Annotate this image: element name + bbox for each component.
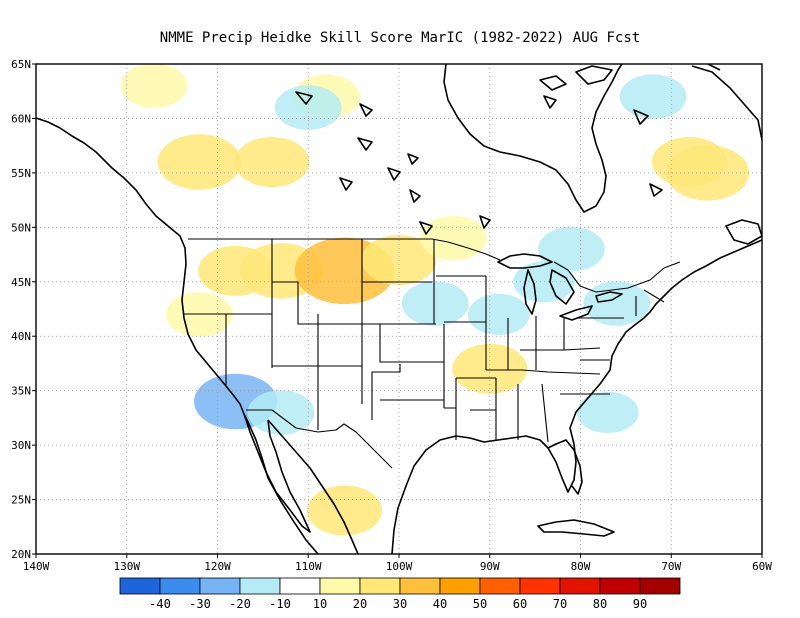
colorbar-swatch	[239, 577, 281, 595]
lon-tick-label: 140W	[23, 560, 50, 573]
colorbar-label: 60	[513, 597, 527, 611]
field-patch-20	[538, 226, 605, 272]
lat-tick-label: 25N	[11, 494, 31, 507]
colorbar-label: 70	[553, 597, 567, 611]
colorbar-label: 10	[313, 597, 327, 611]
lake-superior	[497, 253, 553, 269]
us-canada-border	[188, 238, 501, 261]
colorbar-swatch	[119, 577, 161, 595]
colorbar-swatch	[639, 577, 681, 595]
field-patch-17	[247, 390, 315, 435]
field-patch-11	[307, 485, 383, 536]
field-patch-23	[576, 391, 639, 434]
map-title: NMME Precip Heidke Skill Score MarIC (19…	[160, 30, 640, 46]
colorbar-label: 90	[633, 597, 647, 611]
colorbar-swatch	[559, 577, 601, 595]
cuba-coastline	[537, 519, 615, 537]
colorbar-label: -10	[269, 597, 291, 611]
state-lines-east	[436, 275, 665, 443]
field-patch-14	[619, 74, 687, 119]
colorbar-swatch	[399, 577, 441, 595]
colorbar-label: 30	[393, 597, 407, 611]
atlantic-coastline	[625, 239, 762, 333]
lat-tick-label: 40N	[11, 330, 31, 343]
lon-tick-label: 60W	[752, 560, 772, 573]
colorbar-label: 40	[433, 597, 447, 611]
lat-tick-label: 30N	[11, 439, 31, 452]
mexico-west-coastline	[267, 419, 359, 554]
lake-huron	[549, 269, 575, 305]
us-mexico-border	[246, 409, 393, 469]
field-patch-19	[583, 281, 651, 326]
lat-tick-label: 20N	[11, 548, 31, 561]
lon-tick-label: 110W	[295, 560, 322, 573]
colorbar-label: -20	[229, 597, 251, 611]
colorbar-swatch	[479, 577, 521, 595]
colorbar: -40 -30 -20 -10 10 20 30 40 50 60 70 80 90	[119, 577, 681, 611]
state-lines-west	[184, 239, 445, 430]
colorbar-swatch	[519, 577, 561, 595]
colorbar-swatch	[159, 577, 201, 595]
lat-tick-label: 60N	[11, 112, 31, 125]
lon-tick-label: 90W	[480, 560, 500, 573]
lake-erie	[559, 305, 593, 321]
lat-tick-label: 45N	[11, 276, 31, 289]
field-patch-0	[157, 134, 241, 190]
lake-ontario	[595, 291, 623, 303]
colorbar-label: 50	[473, 597, 487, 611]
longitude-ticks: 140W 130W 120W 110W 100W 90W 80W 70W 60W	[23, 554, 772, 573]
field-patch-1	[234, 137, 310, 187]
colorbar-swatch	[359, 577, 401, 595]
skill-score-field	[120, 64, 750, 536]
arctic-islands	[539, 64, 762, 141]
colorbar-label: -30	[189, 597, 211, 611]
newfoundland-coastline	[725, 219, 762, 245]
lat-tick-label: 55N	[11, 167, 31, 180]
colorbar-swatch	[319, 577, 361, 595]
lat-tick-label: 65N	[11, 58, 31, 71]
field-patch-7	[420, 215, 487, 261]
field-patch-15	[274, 85, 342, 130]
map-boundaries	[36, 64, 762, 554]
colorbar-swatch	[279, 577, 321, 595]
canadian-lakes	[295, 91, 663, 235]
us-canada-border-east	[553, 261, 681, 293]
colorbar-label: 20	[353, 597, 367, 611]
colorbar-swatch	[439, 577, 481, 595]
lake-michigan	[523, 269, 537, 315]
lat-tick-label: 50N	[11, 221, 31, 234]
lon-tick-label: 70W	[661, 560, 681, 573]
field-patch-22	[467, 293, 530, 336]
colorbar-swatch	[599, 577, 641, 595]
lat-tick-label: 35N	[11, 385, 31, 398]
lon-tick-label: 80W	[571, 560, 591, 573]
field-patch-9	[665, 145, 750, 201]
lon-tick-label: 100W	[386, 560, 413, 573]
field-patch-12	[120, 64, 188, 109]
field-patch-18	[401, 281, 469, 326]
baja-coastline	[243, 413, 311, 533]
hudson-bay-coastline	[443, 64, 623, 213]
florida-coastline	[547, 439, 583, 495]
lon-tick-label: 120W	[204, 560, 231, 573]
field-patch-4	[198, 245, 274, 296]
colorbar-swatch	[199, 577, 241, 595]
colorbar-label: -40	[149, 597, 171, 611]
colorbar-label: 80	[593, 597, 607, 611]
west-coastline	[36, 117, 319, 554]
lon-tick-label: 130W	[114, 560, 141, 573]
latitude-ticks: 65N 60N 55N 50N 45N 40N 35N 30N 25N 20N	[11, 58, 36, 561]
